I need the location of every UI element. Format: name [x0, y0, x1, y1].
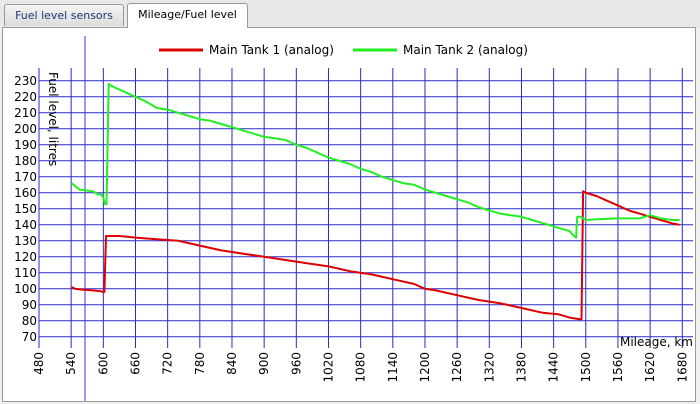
- y-tick-label: 220: [14, 90, 37, 104]
- series-layer: [71, 83, 680, 321]
- x-tick-label: 600: [96, 352, 110, 375]
- tab-fuel-level-sensors[interactable]: Fuel level sensors: [4, 4, 124, 26]
- x-tick-label: 1320: [482, 352, 496, 383]
- y-tick-label: 210: [14, 106, 37, 120]
- legend-entry-main-tank-1: Main Tank 1 (analog): [209, 43, 334, 57]
- chart-panel: 70 80 90 100 110 120 130 140 150 160 170 180 190 200 2…: [2, 27, 696, 402]
- x-axis-label: Mileage, km: [620, 335, 693, 349]
- y-axis-label: Fuel level, litres: [46, 72, 60, 166]
- fuel-chart: 70 80 90 100 110 120 130 140 150 160 170 180 190 200 2…: [14, 36, 693, 401]
- x-tick-label: 1020: [321, 352, 335, 383]
- y-tick-label: 230: [14, 74, 37, 88]
- legend: Main Tank 1 (analog) Main Tank 2 (analog…: [159, 43, 528, 57]
- x-tick-label: 780: [193, 352, 207, 375]
- x-tick-label: 1380: [514, 352, 528, 383]
- tick-labels: 70 80 90 100 110 120 130 140 150 160 170 180 190 200 2…: [14, 74, 689, 383]
- x-tick-label: 1080: [354, 352, 368, 383]
- series-line-1: [71, 190, 680, 321]
- x-tick-label: 1560: [611, 352, 625, 383]
- x-tick-label: 1680: [675, 352, 689, 383]
- y-tick-label: 120: [14, 250, 37, 264]
- tab-mileage-fuel-level[interactable]: Mileage/Fuel level: [127, 3, 248, 28]
- y-tick-label: 130: [14, 234, 37, 248]
- y-tick-label: 170: [14, 170, 37, 184]
- grid: [38, 68, 693, 348]
- x-tick-label: 840: [225, 352, 239, 375]
- tab-bar: Fuel level sensors Mileage/Fuel level: [0, 0, 700, 28]
- x-tick-label: 1500: [579, 352, 593, 383]
- y-tick-label: 80: [22, 314, 37, 328]
- y-tick-label: 140: [14, 218, 37, 232]
- y-tick-label: 100: [14, 282, 37, 296]
- legend-entry-main-tank-2: Main Tank 2 (analog): [403, 43, 528, 57]
- y-tick-label: 200: [14, 122, 37, 136]
- x-tick-label: 1260: [450, 352, 464, 383]
- y-tick-label: 70: [22, 330, 37, 344]
- x-tick-label: 900: [257, 352, 271, 375]
- x-tick-label: 1200: [418, 352, 432, 383]
- x-tick-label: 480: [32, 352, 46, 375]
- x-tick-label: 540: [64, 352, 78, 375]
- y-tick-label: 190: [14, 138, 37, 152]
- series-line-2: [71, 83, 680, 239]
- y-tick-label: 160: [14, 186, 37, 200]
- x-tick-label: 720: [161, 352, 175, 375]
- y-tick-label: 110: [14, 266, 37, 280]
- x-tick-label: 1440: [547, 352, 561, 383]
- x-tick-label: 960: [289, 352, 303, 375]
- y-tick-label: 90: [22, 298, 37, 312]
- x-tick-label: 660: [128, 352, 142, 375]
- x-tick-label: 1140: [386, 352, 400, 383]
- y-tick-label: 150: [14, 202, 37, 216]
- x-tick-label: 1620: [643, 352, 657, 383]
- y-tick-label: 180: [14, 154, 37, 168]
